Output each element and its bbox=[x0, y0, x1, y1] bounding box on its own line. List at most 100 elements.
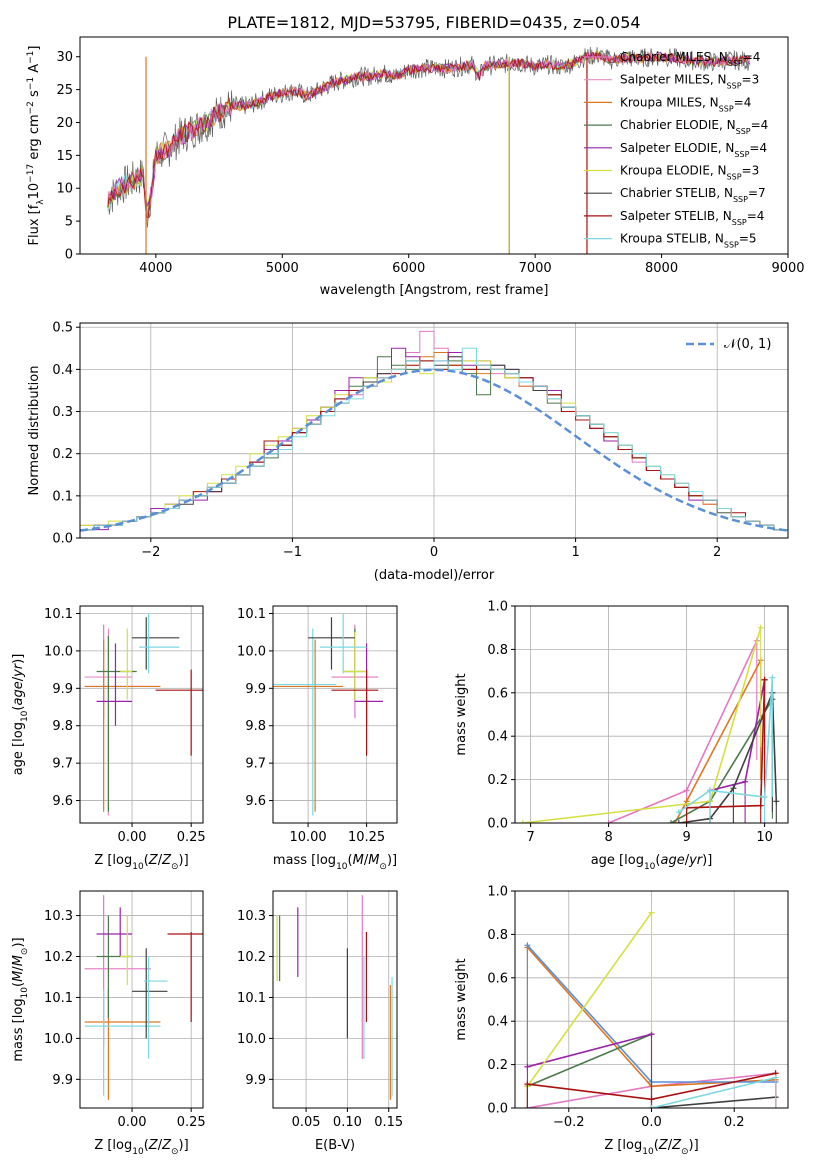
legend-label-sub: SSP bbox=[734, 149, 749, 158]
legend-label-sub: SSP bbox=[724, 240, 739, 249]
y-tick-label: 9.9 bbox=[52, 1073, 73, 1088]
y-axis-label: Flux [fλ10−17 erg cm−2 s−1 A−1] bbox=[26, 46, 46, 246]
label-part: ( bbox=[144, 853, 149, 868]
label-part: M bbox=[11, 971, 26, 982]
label-part: Flux [f bbox=[27, 204, 42, 245]
legend-label: Salpeter MILES, NSSP=3 bbox=[620, 73, 759, 91]
y-tick-label: 10.1 bbox=[44, 991, 73, 1006]
z-weight-panel: −0.2 0.0 0.20.00.20.40.60.81.0Z [log10(Z/Z… bbox=[454, 885, 789, 1157]
legend-label-main: Salpeter STELIB, N bbox=[620, 209, 732, 223]
label-part: / bbox=[685, 853, 690, 868]
legend-label: Chabrier MILES, NSSP=4 bbox=[620, 50, 760, 68]
label-part: 10 bbox=[642, 1147, 654, 1157]
label-part: )] bbox=[387, 853, 397, 868]
label-part: 10 bbox=[27, 183, 42, 200]
label-part: Z bbox=[148, 1138, 159, 1153]
y-tick-label: 5 bbox=[65, 215, 73, 230]
y-tick-label: 0.0 bbox=[487, 817, 508, 832]
legend-label-sub: SSP bbox=[719, 104, 734, 113]
y-tick-label: 0.4 bbox=[487, 730, 508, 745]
weight-series-line bbox=[522, 627, 762, 823]
x-tick-label: 0.00 bbox=[118, 1115, 147, 1130]
x-tick-label: −1 bbox=[283, 545, 302, 560]
x-axis-label: Z [log10(Z/Z⊙)] bbox=[604, 1138, 698, 1157]
y-axis-label: mass weight bbox=[454, 958, 469, 1040]
z-age-panel: 0.00 0.259.69.79.89.910.010.1Z [log10(Z/Z… bbox=[11, 605, 206, 872]
legend-label: Chabrier STELIB, NSSP=7 bbox=[620, 186, 766, 204]
x-tick-label: 1 bbox=[571, 545, 579, 560]
label-part: λ bbox=[36, 199, 46, 205]
legend-label-main: Kroupa ELODIE, N bbox=[620, 164, 727, 178]
y-axis-label: mass weight bbox=[454, 673, 469, 755]
x-tick-label: 4000 bbox=[139, 261, 172, 276]
spectrum-model-line bbox=[107, 51, 751, 217]
label-part: age [log bbox=[591, 853, 644, 868]
y-tick-label: 9.9 bbox=[52, 682, 73, 697]
x-tick-label: 7 bbox=[526, 830, 534, 845]
label-part: Z bbox=[148, 853, 159, 868]
hist-steps bbox=[80, 330, 788, 532]
label-part: / bbox=[11, 966, 26, 971]
y-tick-label: 0.8 bbox=[487, 928, 508, 943]
label-part: −2 bbox=[26, 101, 36, 114]
y-tick-label: 10 bbox=[56, 182, 73, 197]
legend-label-sub: SSP bbox=[733, 195, 748, 204]
x-axis-label: Z [log10(Z/Z⊙)] bbox=[94, 1138, 188, 1157]
weight-series-line bbox=[527, 1033, 652, 1068]
label-part: mass weight bbox=[454, 958, 469, 1040]
z-mass-panel: 0.00 0.259.910.010.110.210.3Z [log10(Z/Z⊙… bbox=[11, 890, 206, 1157]
legend-label-sub: SSP bbox=[727, 81, 742, 90]
y-tick-label: 10.2 bbox=[237, 950, 266, 965]
label-part: 10 bbox=[20, 710, 30, 722]
weight-series-line bbox=[651, 1096, 776, 1108]
x-tick-label: 0.25 bbox=[177, 1115, 206, 1130]
x-tick-label: 8 bbox=[604, 830, 612, 845]
legend-label-tail: =3 bbox=[742, 164, 760, 178]
label-part: ( bbox=[144, 1138, 149, 1153]
x-tick-label: 0.0 bbox=[641, 1115, 662, 1130]
y-tick-label: 10.1 bbox=[237, 607, 266, 622]
x-tick-label: 0 bbox=[430, 545, 438, 560]
label-part: 10 bbox=[132, 1147, 144, 1157]
x-tick-label: 10 bbox=[756, 830, 773, 845]
axes-frame bbox=[514, 605, 789, 824]
x-tick-label: 8000 bbox=[645, 261, 678, 276]
gaussian-curve bbox=[80, 368, 788, 532]
label-part: Z [log bbox=[94, 853, 132, 868]
label-part: M bbox=[11, 955, 26, 966]
spectrum-model-line bbox=[107, 50, 751, 216]
y-tick-label: 0.4 bbox=[487, 1015, 508, 1030]
y-tick-label: 0.1 bbox=[52, 489, 73, 504]
y-tick-label: 10.2 bbox=[44, 950, 73, 965]
ebv-mass-panel: 0.05 0.10 0.15 9.9 10.0 10.1 10.2 10.3 E(B-V) bbox=[237, 890, 403, 1153]
weight-lines bbox=[519, 624, 780, 823]
legend-label-main: Chabrier ELODIE, N bbox=[620, 118, 736, 132]
y-tick-label: 0.0 bbox=[52, 532, 73, 547]
legend-label-sub: SSP bbox=[727, 172, 742, 181]
axes-frame bbox=[272, 890, 398, 1109]
legend-label-tail: =3 bbox=[742, 73, 760, 87]
label-part: ⊙ bbox=[171, 862, 179, 872]
weight-series-line bbox=[608, 640, 758, 823]
label-part: E(B-V) bbox=[315, 1138, 355, 1153]
weight-series-line bbox=[651, 1076, 776, 1108]
y-tick-label: 25 bbox=[56, 83, 73, 98]
x-axis-label: wavelength [Angstrom, rest frame] bbox=[320, 283, 549, 298]
label-part: −17 bbox=[26, 164, 36, 183]
x-tick-label: 9000 bbox=[771, 261, 804, 276]
label-part: )] bbox=[11, 654, 26, 664]
legend-label: Kroupa MILES, NSSP=4 bbox=[620, 95, 751, 113]
spectrum-legend: Chabrier MILES, NSSP=4 Salpeter MILES, NS… bbox=[584, 50, 768, 249]
label-part: 10 bbox=[20, 987, 30, 999]
y-tick-label: 10.0 bbox=[237, 1032, 266, 1047]
spectrum-lines bbox=[107, 46, 751, 254]
x-tick-label: 0.00 bbox=[118, 830, 147, 845]
label-part: Normed distribution bbox=[27, 366, 42, 496]
x-tick-label: 7000 bbox=[519, 261, 552, 276]
label-part: Z bbox=[658, 1138, 669, 1153]
legend-label-tail: =4 bbox=[751, 118, 769, 132]
axes-frame bbox=[272, 605, 398, 824]
y-tick-label: 9.7 bbox=[52, 757, 73, 772]
residual-histogram-panel: −2 −1 0 1 2 0.0 0.1 0.2 0.3 0.4 0.5 (data-model)/er… bbox=[27, 321, 789, 583]
